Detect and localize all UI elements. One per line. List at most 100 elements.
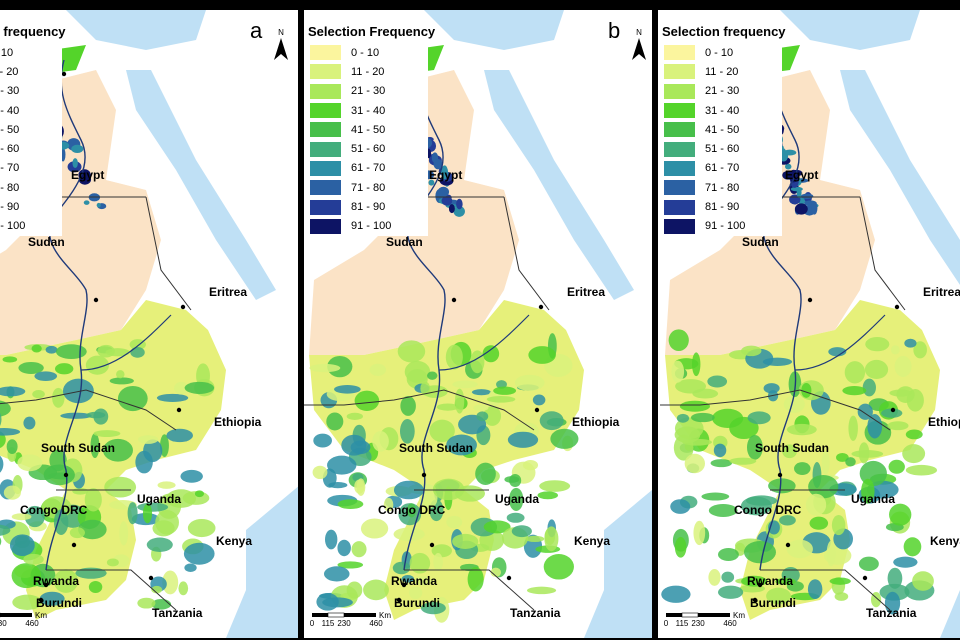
selection-patch	[102, 438, 133, 462]
selection-patch	[441, 196, 453, 206]
legend-item: 0 - 10	[306, 43, 428, 62]
capital-dot	[506, 575, 512, 581]
selection-patch	[341, 434, 367, 456]
selection-patch	[811, 201, 818, 215]
label-ethiopia: Ethiopia	[214, 415, 262, 429]
selection-patch	[337, 499, 364, 509]
selection-patch	[550, 428, 579, 449]
selection-patch	[504, 476, 520, 483]
selection-patch	[54, 363, 74, 375]
selection-patch	[354, 479, 365, 494]
mediterranean-sea	[424, 10, 564, 50]
selection-patch	[325, 529, 338, 550]
selection-patch	[842, 386, 867, 396]
selection-patch	[11, 563, 42, 589]
scale-tick: 230	[691, 619, 705, 628]
legend-item: 71 - 80	[306, 178, 428, 197]
capital-dot	[538, 304, 544, 310]
legend-swatch	[664, 103, 695, 119]
selection-patch	[3, 485, 21, 500]
selection-patch	[156, 393, 189, 402]
label-tanzania: Tanzania	[866, 606, 917, 620]
legend-label: 51 - 60	[351, 143, 386, 156]
selection-patch	[88, 580, 103, 594]
label-south-sudan: South Sudan	[399, 441, 473, 455]
selection-patch	[437, 186, 450, 197]
legend: Selection frequency 0 - 10 11 - 20 21 - 30…	[0, 22, 66, 236]
capital-dot	[176, 407, 182, 413]
selection-patch	[146, 537, 173, 552]
selection-patch	[881, 408, 903, 418]
blue-nile	[438, 314, 530, 371]
selection-patch	[184, 563, 197, 572]
legend-swatch	[310, 199, 341, 215]
selection-patch	[712, 408, 744, 428]
legend-swatch	[664, 64, 695, 80]
selection-patch	[39, 591, 65, 606]
selection-patch	[848, 415, 858, 441]
capital-dot	[534, 407, 540, 413]
selection-patch	[72, 487, 89, 495]
selection-patch	[794, 462, 811, 475]
scale-tick: 230	[337, 619, 351, 628]
blue-nile	[80, 314, 172, 371]
indian-ocean	[584, 490, 652, 638]
legend-label: 11 - 20	[705, 65, 739, 78]
selection-patch	[456, 198, 463, 210]
basin-area	[309, 300, 584, 620]
selection-patch	[433, 553, 443, 571]
selection-patch	[902, 444, 926, 464]
legend-swatch	[664, 199, 695, 215]
selection-patch	[9, 534, 35, 557]
legend-label: 21 - 30	[351, 85, 386, 98]
legend-swatch	[310, 45, 341, 61]
selection-patch	[392, 561, 411, 575]
selection-patch	[414, 576, 431, 586]
legend-title: Selection frequency	[662, 24, 786, 39]
selection-patch	[473, 404, 489, 412]
selection-patch	[486, 395, 516, 403]
label-ethiopia: Ethiopia	[572, 415, 620, 429]
selection-patch	[490, 567, 502, 577]
selection-patch	[905, 464, 938, 476]
label-congo-drc: Congo DRC	[734, 503, 802, 517]
selection-patch	[729, 457, 757, 465]
selection-patch	[912, 571, 934, 591]
legend-item: 81 - 90	[0, 197, 62, 216]
selection-patch	[539, 411, 564, 431]
label-eritrea: Eritrea	[567, 285, 606, 299]
selection-patch	[676, 413, 690, 423]
selection-patch	[383, 497, 394, 512]
selection-patch	[143, 439, 163, 463]
legend-item: 0 - 10	[0, 43, 62, 62]
capital-dot	[63, 472, 69, 478]
legend-item: 21 - 30	[660, 82, 782, 101]
legend-item: 21 - 30	[306, 82, 428, 101]
selection-patch	[184, 381, 215, 394]
selection-patch	[60, 412, 92, 419]
legend-item: 21 - 30	[0, 82, 62, 101]
legend-item: 31 - 40	[0, 101, 62, 120]
selection-patch	[404, 360, 431, 383]
selection-patch	[887, 421, 909, 431]
selection-patch	[747, 411, 771, 425]
selection-patch	[127, 502, 138, 525]
north-arrow-icon: N	[630, 26, 648, 67]
legend-item: 0 - 10	[660, 43, 782, 62]
selection-patch	[743, 541, 776, 564]
selection-patch	[454, 388, 465, 414]
legend-label: 91 - 100	[705, 220, 746, 233]
legend-item: 11 - 20	[660, 62, 782, 81]
selection-patch	[11, 513, 32, 521]
selection-patch	[194, 490, 205, 498]
mediterranean-sea	[780, 10, 920, 50]
selection-patch	[162, 570, 179, 595]
legend-swatch	[310, 141, 341, 157]
legend-label: 71 - 80	[351, 181, 386, 194]
selection-patch	[337, 539, 351, 557]
selection-patch	[718, 585, 744, 599]
selection-patch	[506, 512, 525, 523]
selection-patch	[890, 345, 900, 355]
selection-patch	[475, 462, 496, 485]
legend-swatch	[664, 160, 695, 176]
